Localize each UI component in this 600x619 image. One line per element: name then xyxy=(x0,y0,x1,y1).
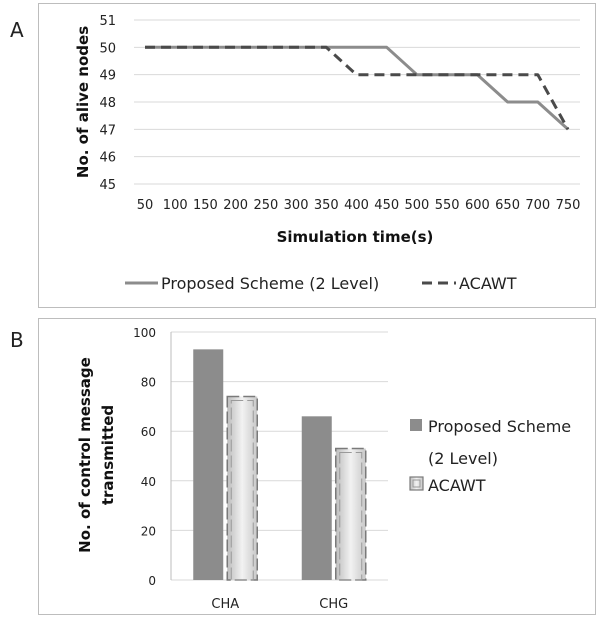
x-tick-label: 350 xyxy=(314,198,339,213)
legend-label-1-line-1: Proposed Scheme xyxy=(428,417,571,436)
x-axis-title: Simulation time(s) xyxy=(277,228,434,246)
bar xyxy=(193,349,224,580)
bar-chart: 0 20 40 60 80 100 CHA CHG No. of control message… xyxy=(76,326,571,612)
legend-label-1: Proposed Scheme (2 Level) xyxy=(161,274,379,293)
y-tick-label: 45 xyxy=(99,178,116,193)
x-tick-label: 250 xyxy=(253,198,278,213)
panel-a-label: A xyxy=(10,18,24,42)
line-chart: 45 46 47 48 49 50 51 50 100 150 200 250 300 350 400 450… xyxy=(74,14,581,293)
y-tick-label: 20 xyxy=(141,524,156,538)
legend-swatch-2 xyxy=(409,476,424,491)
series-line-1 xyxy=(145,45,570,131)
x-tick-label: CHG xyxy=(319,597,348,612)
bar-inner-outline xyxy=(230,399,254,581)
x-tick-label: 600 xyxy=(465,198,490,213)
series-line-2 xyxy=(145,45,570,131)
x-tick-label: 400 xyxy=(344,198,369,213)
panel-b-label: B xyxy=(10,328,24,352)
x-tick-label: 450 xyxy=(374,198,399,213)
y-tick-label: 100 xyxy=(133,326,156,340)
y-axis-title: No. of alive nodes xyxy=(74,26,92,178)
x-tick-label: 650 xyxy=(495,198,520,213)
chart-a-frame xyxy=(38,3,596,308)
bar-inner-outline xyxy=(339,452,363,581)
bar xyxy=(226,395,258,581)
legend-swatch-1 xyxy=(410,419,422,431)
y-tick-label: 80 xyxy=(141,376,156,390)
y-tick-label: 51 xyxy=(99,14,116,29)
x-tick-label: 100 xyxy=(163,198,188,213)
legend-label-2: ACAWT xyxy=(459,274,517,293)
x-tick-label: 750 xyxy=(556,198,581,213)
legend-label-2: ACAWT xyxy=(428,476,486,495)
y-axis-title-line-2: transmitted xyxy=(99,405,117,505)
x-tick-label: 500 xyxy=(405,198,430,213)
y-tick-label: 48 xyxy=(99,96,116,111)
y-tick-label: 40 xyxy=(141,475,156,489)
x-tick-label: 700 xyxy=(525,198,550,213)
bar xyxy=(335,447,367,581)
legend-label-1-line-2: (2 Level) xyxy=(428,449,498,468)
bar xyxy=(301,416,332,580)
x-tick-label: 50 xyxy=(137,198,154,213)
y-tick-label: 60 xyxy=(141,425,156,439)
y-tick-label: 49 xyxy=(99,69,116,84)
x-tick-label: 200 xyxy=(223,198,248,213)
y-tick-label: 46 xyxy=(99,151,116,166)
y-tick-label: 47 xyxy=(99,123,116,138)
legend-swatch-2-inner xyxy=(412,479,421,488)
y-tick-label: 0 xyxy=(148,574,156,588)
y-axis-title-line-1: No. of control message xyxy=(76,357,94,553)
x-tick-label: 550 xyxy=(435,198,460,213)
x-tick-label: 300 xyxy=(284,198,309,213)
x-tick-label: CHA xyxy=(211,597,239,612)
y-tick-label: 50 xyxy=(99,41,116,56)
x-tick-label: 150 xyxy=(193,198,218,213)
